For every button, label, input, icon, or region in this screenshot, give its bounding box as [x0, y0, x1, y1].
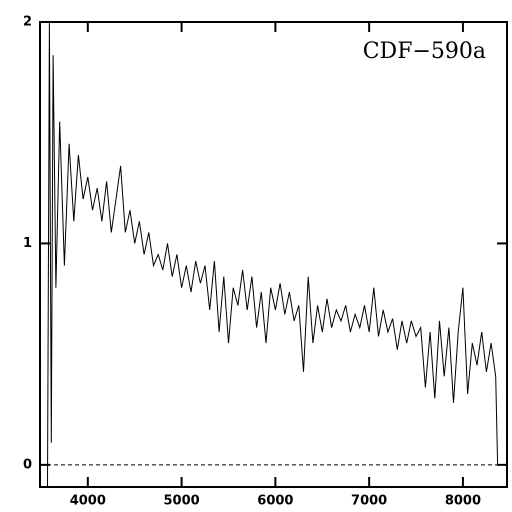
y-tick-label: 0	[23, 457, 32, 472]
annotation: CDF−590a	[363, 39, 486, 64]
y-tick-label: 1	[23, 236, 32, 251]
y-tick-label: 2	[23, 15, 32, 30]
plot-frame	[39, 21, 508, 488]
x-tick-label: 4000	[70, 494, 106, 509]
x-tick-label: 7000	[351, 494, 387, 509]
x-tick-label: 5000	[164, 494, 200, 509]
spectrum-line	[47, 21, 499, 488]
x-tick-label: 6000	[257, 494, 293, 509]
x-tick-label: 8000	[445, 494, 481, 509]
